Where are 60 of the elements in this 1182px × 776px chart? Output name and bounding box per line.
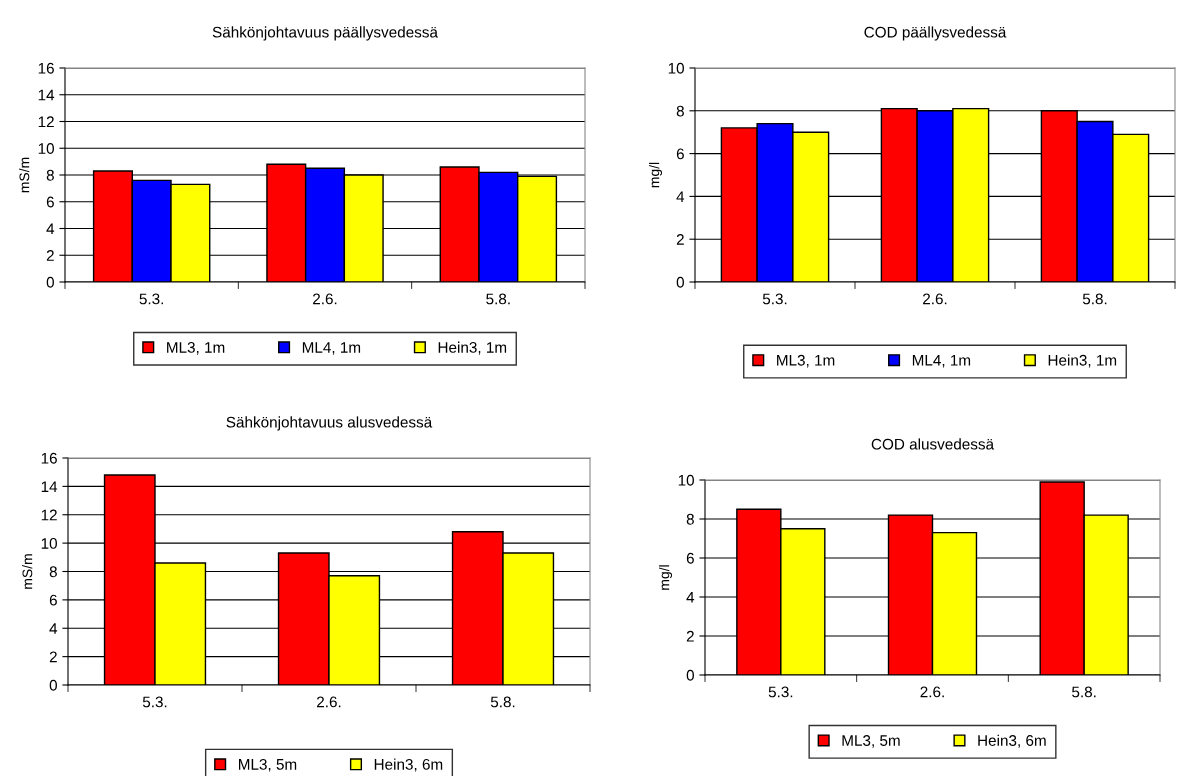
chart-title: Sähkönjohtavuus alusvedessä — [226, 416, 433, 431]
x-tick-label: 5.8. — [1072, 686, 1096, 698]
y-tick-label: 10 — [38, 143, 54, 154]
y-tick-label: 8 — [676, 105, 684, 117]
y-tick-label: 14 — [41, 481, 58, 492]
y-tick-label: 12 — [38, 116, 54, 128]
y-tick-label: 2 — [686, 630, 694, 642]
x-tick-label: 5.8. — [486, 293, 510, 305]
y-tick-label: 4 — [46, 223, 55, 235]
y-tick-label: 2 — [676, 234, 684, 245]
x-tick-label: 5.3. — [762, 293, 787, 305]
x-tick-label: 5.3. — [768, 686, 793, 698]
y-tick-label: 4 — [686, 592, 695, 603]
y-tick-label: 2 — [49, 651, 57, 663]
y-tick-label: 14 — [38, 89, 55, 101]
y-tick-label: 0 — [46, 276, 54, 288]
y-tick-label: 16 — [38, 62, 54, 74]
y-tick-label: 16 — [41, 452, 57, 464]
x-tick-label: 5.3. — [142, 696, 167, 708]
y-tick-label: 10 — [678, 474, 694, 486]
y-tick-label: 6 — [46, 196, 54, 208]
x-tick-label: 2.6. — [313, 293, 337, 305]
y-axis-title: mg/l — [659, 565, 673, 590]
y-tick-label: 4 — [49, 623, 58, 634]
y-tick-label: 10 — [41, 537, 57, 549]
y-tick-label: 0 — [676, 276, 684, 288]
y-tick-label: 8 — [49, 566, 57, 578]
chart-title: COD päällysvedessä — [864, 26, 1007, 41]
y-tick-label: 6 — [686, 552, 694, 564]
legend-label: Hein3, 1m — [438, 341, 507, 355]
x-tick-label: 2.6. — [920, 686, 944, 698]
y-axis-title: mS/m — [22, 554, 33, 589]
y-tick-label: 6 — [49, 594, 57, 606]
chart-title: COD alusvedessä — [871, 438, 995, 450]
y-tick-label: 4 — [676, 191, 685, 202]
x-tick-label: 2.6. — [923, 293, 947, 305]
legend-label: Hein3, 6m — [374, 758, 443, 772]
y-tick-label: 10 — [668, 62, 684, 74]
y-tick-label: 8 — [46, 169, 54, 181]
legend-label: Hein3, 1m — [1048, 354, 1117, 368]
y-tick-label: 8 — [686, 513, 694, 525]
legend-label: ML3, 1m — [777, 354, 835, 368]
legend-label: ML4, 1m — [912, 355, 971, 368]
chart-title: Sähkönjohtavuus päällysvedessä — [212, 26, 438, 41]
x-tick-label: 2.6. — [317, 696, 341, 708]
legend-label: ML3, 1m — [167, 342, 225, 355]
legend-label: ML3, 5m — [842, 735, 900, 748]
y-axis-title: mS/m — [19, 157, 30, 193]
y-tick-label: 0 — [686, 669, 694, 681]
y-tick-label: 2 — [46, 250, 54, 261]
x-tick-label: 5.3. — [139, 293, 164, 305]
legend-label: Hein3, 6m — [978, 734, 1046, 748]
y-tick-label: 12 — [41, 509, 57, 521]
y-axis-title: mg/l — [649, 162, 663, 188]
x-tick-label: 5.8. — [1082, 293, 1107, 305]
x-tick-label: 5.8. — [490, 696, 515, 708]
y-tick-label: 0 — [49, 679, 57, 691]
legend-label: ML3, 5m — [238, 758, 297, 772]
y-tick-label: 6 — [676, 148, 684, 160]
legend-label: ML4, 1m — [302, 342, 361, 355]
